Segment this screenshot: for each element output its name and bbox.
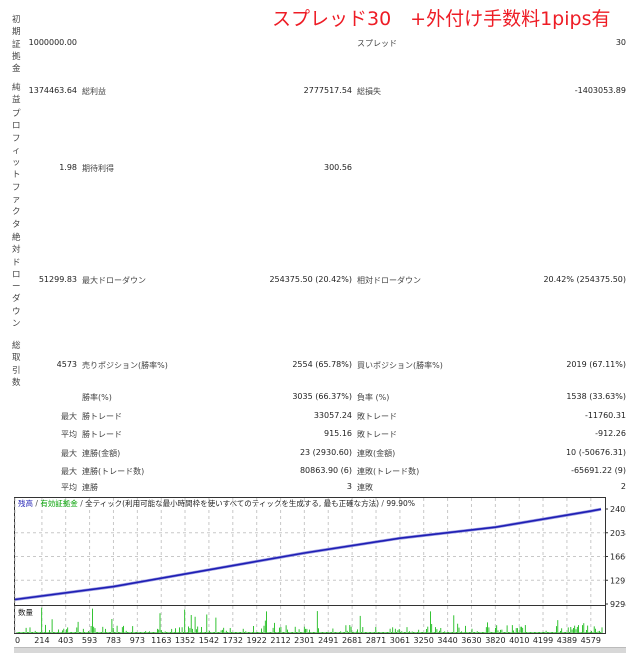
x-tick-label: 783 <box>106 636 121 645</box>
stat-value: 1374463.64 <box>28 86 77 95</box>
y-tick-label: 2402867 <box>610 505 626 514</box>
stat-value: 4573 <box>56 360 77 369</box>
stat-label: 連敗 <box>357 483 373 492</box>
stat-value: 254375.50 (20.42%) <box>269 275 352 284</box>
stat-label: 連勝 <box>82 483 98 492</box>
stat-value: 2019 (67.11%) <box>566 360 626 369</box>
stat-label: 連敗(金額) <box>357 449 396 458</box>
stat-label: 敗トレード <box>357 412 397 421</box>
stat-value: 300.56 <box>324 163 352 172</box>
stat-value: 3035 (66.37%) <box>292 392 352 401</box>
x-tick-label: 1542 <box>199 636 219 645</box>
x-tick-label: 1163 <box>151 636 171 645</box>
stat-value: -65691.22 (9) <box>571 466 626 475</box>
stat-value: -11760.31 <box>584 411 626 420</box>
y-tick-label: 1297790 <box>610 576 626 585</box>
x-tick-label: 3440 <box>437 636 457 645</box>
stat-value: 51299.83 <box>38 275 77 284</box>
legend-equity: 有効証拠金 <box>40 498 78 508</box>
x-tick-label: 4199 <box>533 636 553 645</box>
legend-sep: / <box>80 499 83 508</box>
x-tick-label: 2112 <box>270 636 290 645</box>
x-tick-label: 2301 <box>294 636 314 645</box>
x-tick-label: 2871 <box>366 636 386 645</box>
volume-label: 数量 <box>18 607 33 617</box>
stat-label: 総利益 <box>82 87 106 96</box>
stat-label: 連敗(トレード数) <box>357 467 420 476</box>
stat-value: 1538 (33.63%) <box>566 392 626 401</box>
stat-label: 連勝(金額) <box>82 449 121 458</box>
legend-sep: / <box>35 499 38 508</box>
stat-value: 3 <box>346 482 352 491</box>
stat-label: プロフィットファクタ <box>12 109 21 230</box>
chart-frame <box>14 497 606 634</box>
x-tick-label: 973 <box>130 636 145 645</box>
x-tick-label: 1352 <box>175 636 195 645</box>
x-tick-label: 2681 <box>342 636 362 645</box>
x-tick-label: 4579 <box>581 636 601 645</box>
x-tick-label: 4010 <box>509 636 529 645</box>
x-tick-label: 593 <box>82 636 97 645</box>
stat-label: 連勝(トレード数) <box>82 467 145 476</box>
page-title: スプレッド30 +外付け手数料1pips有 <box>272 8 611 30</box>
x-tick-label: 1922 <box>247 636 267 645</box>
stat-value: 2777517.54 <box>303 86 352 95</box>
stat-label: 勝トレード <box>82 412 122 421</box>
stat-label: 総損失 <box>357 87 381 96</box>
stat-value: -1403053.89 <box>574 86 626 95</box>
stat-label: 敗トレード <box>357 430 397 439</box>
stat-label: 期待利得 <box>82 164 114 173</box>
stat-prefix: 最大 <box>61 412 77 421</box>
x-tick-label: 403 <box>58 636 73 645</box>
stat-label: 勝トレード <box>82 430 122 439</box>
x-tick-label: 3250 <box>414 636 434 645</box>
stat-value: 2554 (65.78%) <box>292 360 352 369</box>
stat-label: 負率 (%) <box>357 393 390 402</box>
stat-label: 最大ドローダウン <box>82 276 146 285</box>
stat-label: 売りポジション(勝率%) <box>82 361 168 370</box>
stat-label: 総取引数 <box>12 341 21 388</box>
stat-label: 絶対ドローダウン <box>12 233 21 330</box>
x-tick-label: 3630 <box>461 636 481 645</box>
x-tick-label: 1732 <box>223 636 243 645</box>
stat-label: 初期証拠金 <box>12 15 21 75</box>
stat-prefix: 最大 <box>61 449 77 458</box>
stat-value: 80863.90 (6) <box>299 466 352 475</box>
stat-label: 勝率(%) <box>82 393 112 402</box>
y-tick-label: 1666149 <box>610 553 626 562</box>
stat-value: 33057.24 <box>313 411 352 420</box>
stat-prefix: 平均 <box>61 483 77 492</box>
stat-label: スプレッド <box>357 39 397 48</box>
stat-prefix: 最大 <box>61 467 77 476</box>
x-tick-label: 214 <box>34 636 49 645</box>
stat-value: 1000000.00 <box>28 38 77 47</box>
stat-prefix: 平均 <box>61 430 77 439</box>
x-tick-label: 3820 <box>485 636 505 645</box>
stat-value: -912.26 <box>595 429 626 438</box>
legend-mode: 全ティック(利用可能な最小時間枠を使いすべてのティックを生成する, 最も正確な方… <box>85 498 379 508</box>
y-tick-label: 2034508 <box>610 529 626 538</box>
stat-label: 相対ドローダウン <box>357 276 421 285</box>
stat-value: 915.16 <box>324 429 352 438</box>
stat-label: 買いポジション(勝率%) <box>357 361 443 370</box>
x-tick-label: 3061 <box>390 636 410 645</box>
x-tick-label: 0 <box>15 636 20 645</box>
stat-value: 10 (-50676.31) <box>565 448 626 457</box>
y-tick-label: 929431 <box>610 600 626 609</box>
legend-sep: / <box>381 499 384 508</box>
legend-balance: 残高 <box>18 498 33 508</box>
stat-label: 純益 <box>12 83 21 106</box>
x-tick-label: 4389 <box>557 636 577 645</box>
footer-bar <box>14 647 626 653</box>
stat-value: 2 <box>620 482 626 491</box>
stat-value: 1.98 <box>59 163 77 172</box>
chart-legend: 残高 / 有効証拠金 / 全ティック(利用可能な最小時間枠を使いすべてのティック… <box>18 498 415 508</box>
stat-value: 30 <box>615 38 626 47</box>
balance-chart: 2402867 2034508 1666149 1297790 929431 0 214 40… <box>14 497 626 645</box>
legend-quality: 99.90% <box>386 499 415 508</box>
stat-value: 20.42% (254375.50) <box>543 275 626 284</box>
x-tick-label: 2491 <box>318 636 338 645</box>
balance-line <box>14 508 602 601</box>
stat-value: 23 (2930.60) <box>299 448 352 457</box>
